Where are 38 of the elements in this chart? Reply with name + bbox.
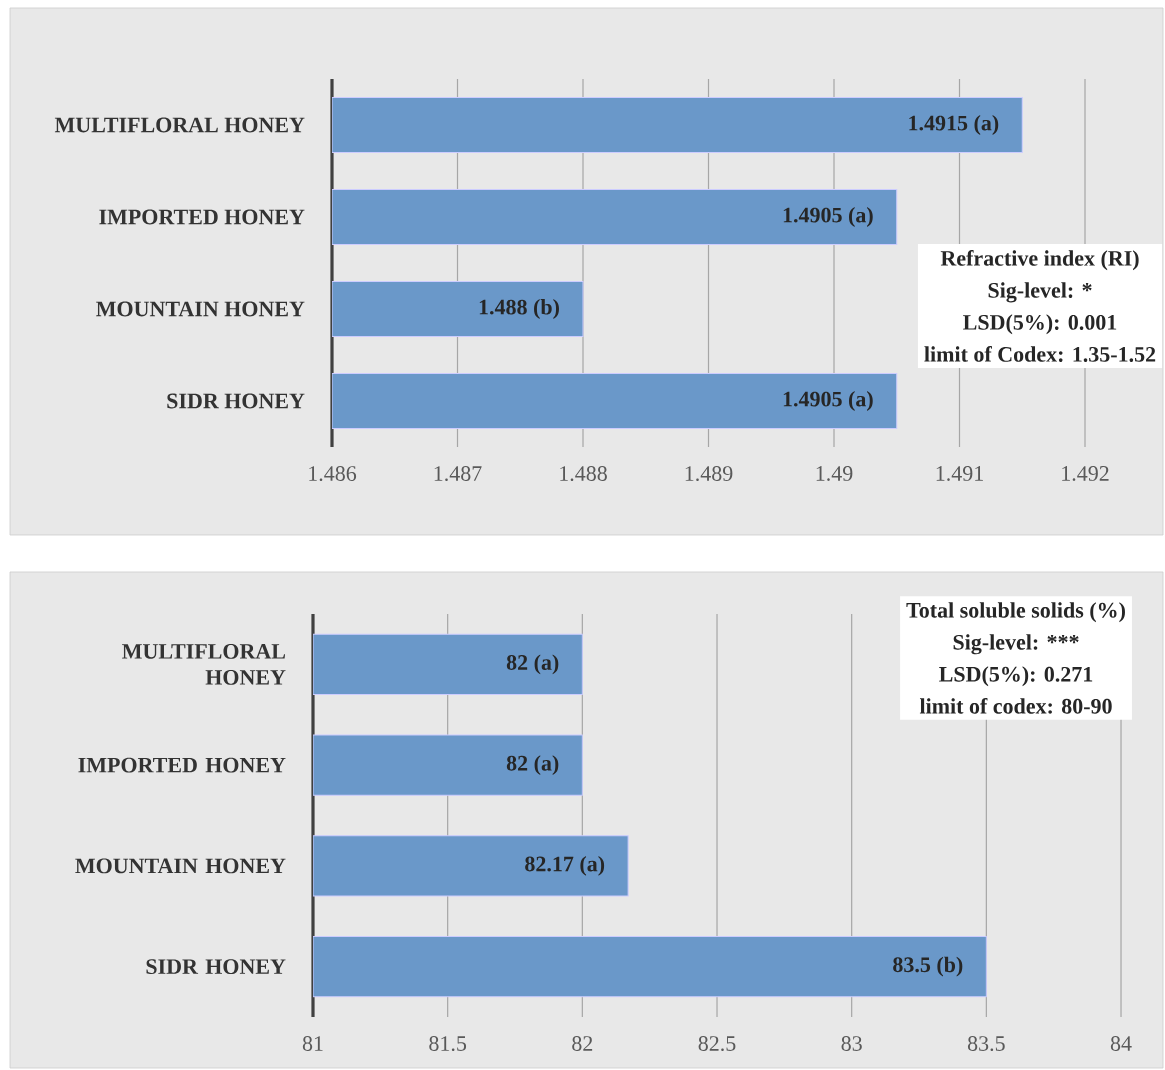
y-tick-label: SIDR HONEY [146,959,286,975]
x-tick-label: 81.5 [429,1036,467,1052]
annotation: limit of codex: 80-90 [919,697,1112,714]
x-tick-label: 82 [572,1036,593,1051]
y-tick-label: MOUNTAIN HONEY [75,858,286,874]
data-label: 1.4905 (a) [783,207,873,227]
y-tick-label: SIDR HONEY [167,393,305,409]
data-label: 1.4915 (a) [909,115,999,135]
x-tick-label: 1.487 [434,466,482,482]
y-tick-label: IMPORTED HONEY [78,757,286,773]
annotation: Sig-level: *** [953,634,1079,655]
x-tick-label: 83.5 [967,1036,1005,1052]
x-tick-label: 1.486 [309,466,357,482]
y-tick-label: MULTIFLORAL HONEY [54,117,305,133]
data-label: 1.488 (b) [479,299,559,319]
annotation: LSD(5%): 0.271 [939,666,1093,687]
y-tick-label: IMPORTED HONEY [99,209,305,225]
data-label: 83.5 (b) [893,956,963,977]
x-tick-label: 1.488 [560,466,607,482]
annotation: Total soluble solids (%) [906,602,1125,623]
y-tick-label: MOUNTAIN HONEY [96,301,305,317]
x-tick-label: 81 [302,1036,323,1051]
x-tick-label: 1.491 [936,466,983,481]
annotation: limit of Codex: 1.35-1.52 [924,346,1156,362]
data-label: 1.4905 (a) [783,391,873,411]
annotation: Refractive index (RI) [940,250,1139,271]
x-tick-label: 84 [1110,1036,1132,1051]
data-label: 82.17 (a) [525,855,605,876]
y-tick-label: MULTIFLORAL HONEY [122,644,286,685]
annotation: Sig-level: * [988,282,1092,303]
data-label: 82 (a) [506,654,559,675]
data-label: 82 (a) [506,755,559,776]
x-tick-label: 83 [841,1036,862,1051]
x-tick-label: 1.49 [816,466,853,481]
annotation: LSD(5%): 0.001 [963,314,1117,335]
x-tick-label: 1.489 [685,466,733,482]
x-tick-label: 82.5 [698,1036,736,1052]
x-tick-label: 1.492 [1062,466,1109,481]
